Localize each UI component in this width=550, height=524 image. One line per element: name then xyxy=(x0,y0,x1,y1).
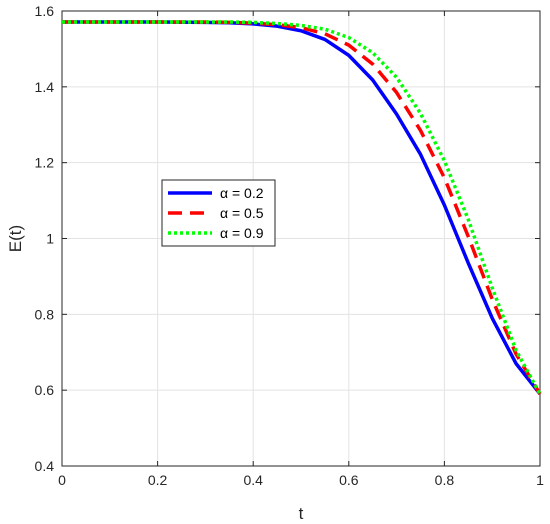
x-tick-label: 0 xyxy=(58,472,66,488)
legend: α = 0.2 α = 0.5 α = 0.9 xyxy=(161,179,276,247)
x-tick-label: 0.4 xyxy=(243,472,263,488)
grid xyxy=(62,11,540,466)
legend-label-1: α = 0.2 xyxy=(220,185,264,201)
y-axis-label: E(t) xyxy=(6,225,25,252)
x-axis-label: t xyxy=(299,504,304,523)
y-tick-label: 1.2 xyxy=(35,155,55,171)
y-tick-label: 1.4 xyxy=(35,79,55,95)
x-tick-label: 0.2 xyxy=(148,472,168,488)
y-tick-label: 1 xyxy=(46,231,54,247)
axis-ticks: 0 0.2 0.4 0.6 0.8 1 0.4 0.6 0.8 1 1.2 1.4 1.6 xyxy=(35,3,545,488)
legend-label-3: α = 0.9 xyxy=(220,225,264,241)
series-line-1 xyxy=(62,20,542,396)
x-tick-label: 1 xyxy=(536,472,544,488)
y-tick-label: 0.6 xyxy=(35,382,55,398)
series-line-3 xyxy=(62,20,542,395)
x-tick-label: 0.8 xyxy=(435,472,455,488)
legend-label-2: α = 0.5 xyxy=(220,205,264,221)
y-tick-label: 1.6 xyxy=(35,3,55,19)
y-tick-label: 0.4 xyxy=(35,458,55,474)
x-tick-label: 0.6 xyxy=(339,472,359,488)
series-line-2 xyxy=(62,20,542,395)
series-lines xyxy=(62,20,542,396)
y-tick-label: 0.8 xyxy=(35,306,55,322)
